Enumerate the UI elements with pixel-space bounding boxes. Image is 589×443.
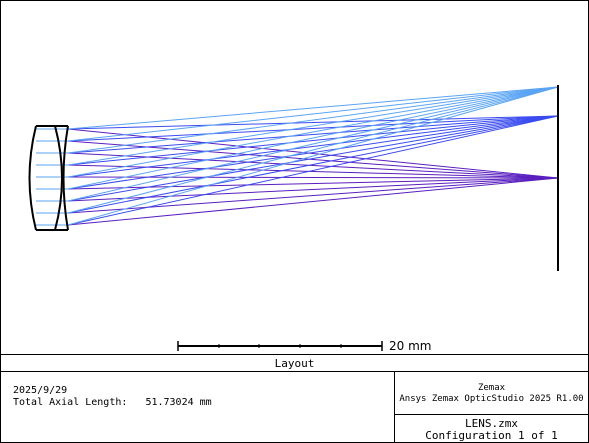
product-name: Ansys Zemax OpticStudio 2025 R1.00 (399, 394, 584, 404)
plot-title: Layout (274, 357, 315, 370)
lens-element (28, 125, 69, 231)
ray-field-2 (67, 115, 559, 214)
company-name: Zemax (477, 383, 506, 393)
lens-outline-middle (54, 125, 63, 231)
footer-top-divider (1, 354, 588, 355)
ray-field-1 (67, 177, 559, 226)
ray-field-3 (67, 86, 559, 178)
ray-bundle (36, 86, 559, 226)
layout-plot (28, 85, 559, 351)
ray-field-3 (67, 86, 559, 214)
total-axial-length-value: 51.73024 mm (145, 397, 212, 408)
title-divider (1, 371, 588, 372)
ray-field-3 (67, 86, 559, 154)
scale-bar (177, 341, 383, 351)
configuration-label: Configuration 1 of 1 (425, 429, 558, 442)
footer-right-divider (394, 414, 588, 415)
ray-field-2 (67, 115, 559, 190)
ray-field-3 (67, 86, 559, 130)
ray-field-3 (67, 86, 559, 142)
ray-field-3 (67, 86, 559, 226)
ray-field-2 (67, 115, 559, 166)
ray-field-1 (67, 152, 559, 179)
ray-field-2 (67, 115, 559, 142)
lens-outline-rear (62, 125, 69, 231)
ray-field-1 (67, 177, 559, 202)
total-axial-length: Total Axial Length: 51.73024 mm (13, 397, 212, 408)
ray-field-2 (67, 115, 559, 130)
lens-outline-front (28, 125, 37, 231)
ray-field-2 (67, 115, 559, 226)
ray-field-1 (67, 164, 559, 179)
ray-field-2 (67, 115, 559, 178)
ray-field-3 (67, 86, 559, 190)
ray-field-2 (67, 115, 559, 154)
ray-field-3 (67, 86, 559, 166)
ray-field-3 (67, 86, 559, 202)
scale-bar-label: 20 mm (389, 339, 432, 353)
file-name: LENS.zmx (465, 417, 518, 430)
footer-vertical-divider (394, 371, 395, 442)
date-label: 2025/9/29 (13, 385, 68, 396)
ray-field-2 (67, 115, 559, 202)
total-axial-length-label: Total Axial Length: (13, 397, 128, 408)
